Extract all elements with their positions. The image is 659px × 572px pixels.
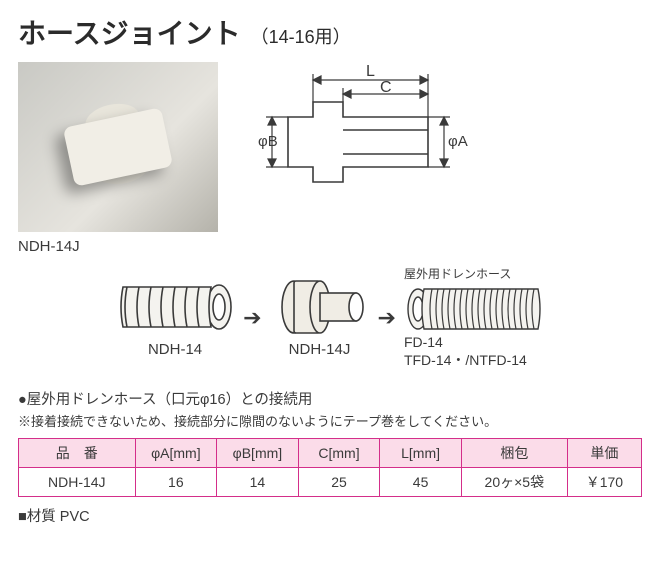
top-row: NDH-14J L C: [18, 62, 641, 255]
th-part: 品 番: [19, 439, 136, 468]
notes-block: ●屋外用ドレンホース（口元φ16）との接続用 ※接着接続できないため、接続部分に…: [18, 388, 641, 430]
td-L: 45: [380, 468, 462, 497]
flow-right-label2: TFD-14・/NTFD-14: [404, 350, 527, 370]
dim-label-phiA: φA: [448, 133, 468, 150]
th-L: L[mm]: [380, 439, 462, 468]
flow-left-label: NDH-14: [148, 341, 202, 358]
note-line2: ※接着接続できないため、接続部分に隙間のないようにテープ巻をしてください。: [18, 411, 641, 430]
td-price: ￥170: [567, 468, 641, 497]
flow-mid-label: NDH-14J: [289, 341, 351, 358]
td-phiB: 14: [217, 468, 299, 497]
page-title: ホースジョイント: [18, 12, 241, 52]
material-note: ■材質 PVC: [18, 505, 641, 526]
spec-table: 品 番 φA[mm] φB[mm] C[mm] L[mm] 梱包 単価 NDH-…: [18, 438, 642, 497]
title-row: ホースジョイント （14-16用）: [18, 12, 641, 52]
product-photo-label: NDH-14J: [18, 238, 228, 255]
th-pack: 梱包: [461, 439, 567, 468]
th-phiA: φA[mm]: [135, 439, 217, 468]
product-photo: [18, 62, 218, 232]
td-pack: 20ヶ×5袋: [461, 468, 567, 497]
table-header-row: 品 番 φA[mm] φB[mm] C[mm] L[mm] 梱包 単価: [19, 439, 642, 468]
flow-right-label1: FD-14: [404, 334, 443, 350]
arrow-icon: ➔: [243, 305, 261, 331]
flow-hose-right: 屋外用ドレンホース FD-14 TFD-14・/NTFD-14: [404, 265, 544, 370]
flow-right-caption: 屋外用ドレンホース: [404, 265, 511, 282]
td-part: NDH-14J: [19, 468, 136, 497]
dim-label-C: C: [380, 79, 392, 96]
arrow-icon: ➔: [378, 305, 396, 331]
page-subtitle: （14-16用）: [251, 23, 351, 49]
dim-label-L: L: [366, 63, 375, 80]
flow-row: NDH-14 ➔ NDH-14J ➔ 屋外用ドレンホース: [18, 265, 641, 370]
table-row: NDH-14J 16 14 25 45 20ヶ×5袋 ￥170: [19, 468, 642, 497]
th-price: 単価: [567, 439, 641, 468]
flow-joint-mid: NDH-14J: [270, 277, 370, 358]
th-phiB: φB[mm]: [217, 439, 299, 468]
td-phiA: 16: [135, 468, 217, 497]
note-line1: ●屋外用ドレンホース（口元φ16）との接続用: [18, 388, 641, 409]
th-C: C[mm]: [298, 439, 380, 468]
product-photo-block: NDH-14J: [18, 62, 228, 255]
td-C: 25: [298, 468, 380, 497]
dim-label-phiB: φB: [258, 133, 278, 150]
dimension-drawing: L C φB φA: [258, 62, 468, 232]
flow-hose-left: NDH-14: [115, 277, 235, 358]
